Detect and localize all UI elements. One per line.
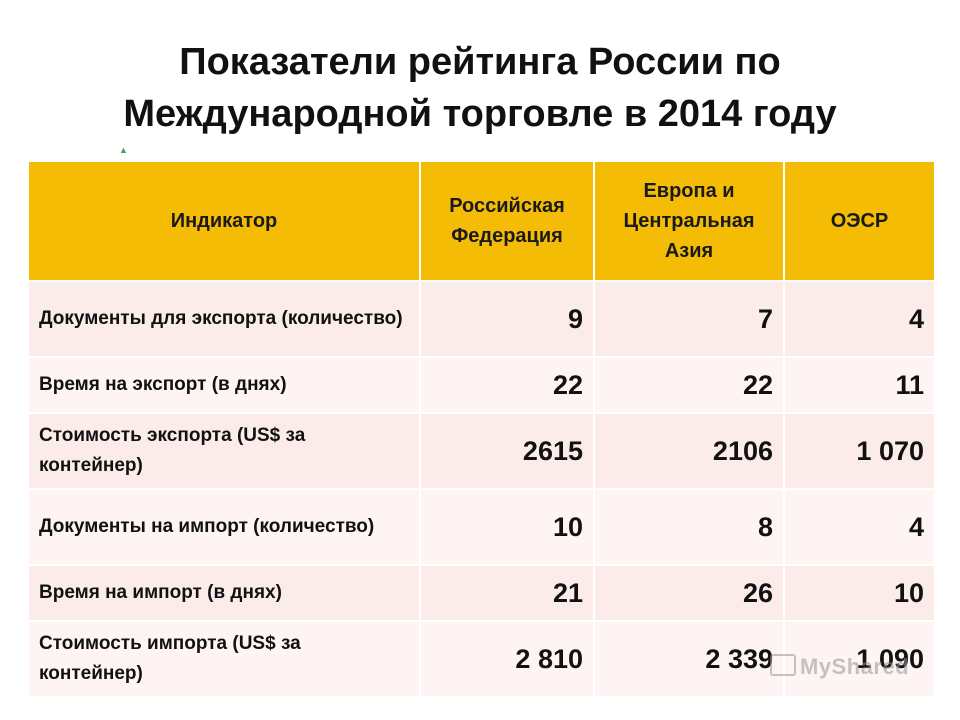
row-label: Время на экспорт (в днях) [27, 356, 421, 414]
cell-oecd: 4 [783, 280, 936, 358]
cell-europe-central-asia: 2 339 [593, 620, 785, 698]
header-oecd: ОЭСР [783, 160, 936, 282]
cell-russia: 2 810 [419, 620, 595, 698]
cell-russia: 22 [419, 356, 595, 414]
table-row: Документы на импорт (количество) 10 8 4 [27, 488, 936, 566]
cell-russia: 21 [419, 564, 595, 622]
watermark-text: MyShared [800, 654, 910, 679]
cell-russia: 10 [419, 488, 595, 566]
cell-europe-central-asia: 2106 [593, 412, 785, 490]
watermark: MyShared [770, 654, 909, 680]
cell-russia: 9 [419, 280, 595, 358]
header-russia: Российская Федерация [419, 160, 595, 282]
row-label: Время на импорт (в днях) [27, 564, 421, 622]
table-row: Документы для экспорта (количество) 9 7 … [27, 280, 936, 358]
cell-europe-central-asia: 7 [593, 280, 785, 358]
title-line-1: Показатели рейтинга России по [179, 41, 781, 83]
cell-europe-central-asia: 22 [593, 356, 785, 414]
cell-oecd: 10 [783, 564, 936, 622]
header-indicator: Индикатор [27, 160, 421, 282]
table-row: Стоимость импорта (US$ за контейнер) 2 8… [27, 620, 936, 698]
cell-oecd: 4 [783, 488, 936, 566]
row-label: Документы на импорт (количество) [27, 488, 421, 566]
cell-oecd: 1 070 [783, 412, 936, 490]
cell-europe-central-asia: 26 [593, 564, 785, 622]
page-title: Показатели рейтинга России по Международ… [0, 36, 960, 140]
table-row: Время на импорт (в днях) 21 26 10 [27, 564, 936, 622]
row-label: Документы для экспорта (количество) [27, 280, 421, 358]
watermark-logo-icon [770, 654, 796, 676]
row-label: Стоимость экспорта (US$ за контейнер) [27, 412, 421, 490]
cell-russia: 2615 [419, 412, 595, 490]
table-row: Стоимость экспорта (US$ за контейнер) 26… [27, 412, 936, 490]
title-line-2: Международной торговле в 2014 году [123, 93, 837, 135]
header-europe-central-asia: Европа и Центральная Азия [593, 160, 785, 282]
row-label: Стоимость импорта (US$ за контейнер) [27, 620, 421, 698]
table-header-row: Индикатор Российская Федерация Европа и … [27, 160, 936, 282]
table-row: Время на экспорт (в днях) 22 22 11 [27, 356, 936, 414]
cell-europe-central-asia: 8 [593, 488, 785, 566]
cell-oecd: 11 [783, 356, 936, 414]
cell-oecd: 1 090 [783, 620, 936, 698]
marker-icon: ▲ [119, 145, 128, 155]
rating-table: Индикатор Российская Федерация Европа и … [27, 160, 936, 698]
